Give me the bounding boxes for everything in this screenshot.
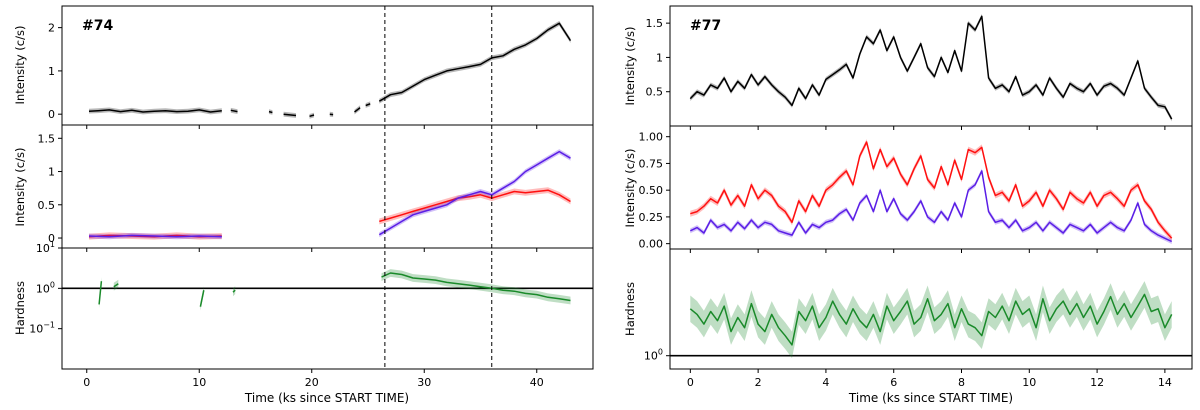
ytick-label-77-1-4: 1.00 xyxy=(639,131,664,144)
xtick-label-77-2: 4 xyxy=(822,376,829,389)
xtick-label-77-6: 12 xyxy=(1090,376,1104,389)
series-74-0-total-1 xyxy=(230,109,238,113)
chart-77: #77 Time (ks since START TIME) Intensity… xyxy=(623,5,1193,405)
source-label-74: #74 xyxy=(82,18,113,34)
xtick-label-74-2: 20 xyxy=(305,376,319,389)
series-74-0-total-7 xyxy=(365,103,371,107)
ytick-label-74-1-3: 1.5 xyxy=(38,132,56,145)
chart-74: #74 Time (ks since START TIME) Intensity… xyxy=(13,5,594,405)
xtick-label-74-4: 40 xyxy=(530,376,544,389)
ytick-label-74-0-0: 0 xyxy=(48,108,55,121)
series-74-0-total-0 xyxy=(88,109,222,113)
xtick-label-74-1: 10 xyxy=(192,376,206,389)
series-74-0-total-3 xyxy=(283,113,297,117)
xtick-label-77-5: 10 xyxy=(1022,376,1036,389)
band-74-0-0-8 xyxy=(379,20,571,104)
ytick-label-77-0-1: 1 xyxy=(656,51,663,64)
ytick-label-77-1-1: 0.25 xyxy=(639,211,664,224)
y-axis-label-74-intensity: Intensity (c/s) xyxy=(13,26,27,105)
panel-74-hardness-frame xyxy=(61,247,594,370)
y-axis-label-74-bands: Intensity (c/s) xyxy=(13,148,27,227)
series-74-0-total-6 xyxy=(354,107,361,113)
series-77-2-hardness-0 xyxy=(689,293,1173,346)
ytick-label-77-0-0: 0.5 xyxy=(646,86,664,99)
xtick-label-77-4: 8 xyxy=(958,376,965,389)
series-77-0-total-0 xyxy=(689,15,1173,120)
ytick-label-74-0-1: 1 xyxy=(48,65,55,78)
xtick-label-77-7: 14 xyxy=(1158,376,1172,389)
ytick-label-74-1-2: 1 xyxy=(48,166,55,179)
ytick-label-74-1-0: 0 xyxy=(48,232,55,245)
xtick-label-77-0: 0 xyxy=(687,376,694,389)
series-77-1-soft-0 xyxy=(690,141,1173,239)
series-74-1-hard-0 xyxy=(88,234,222,238)
series-74-2-hardness-3 xyxy=(232,289,236,293)
band-77-1-1-0 xyxy=(690,168,1172,244)
ytick-label-77-1-2: 0.50 xyxy=(639,184,664,197)
series-74-2-hardness-2 xyxy=(199,290,205,307)
series-74-0-total-4 xyxy=(309,114,315,118)
series-74-1-soft-1 xyxy=(379,189,571,223)
series-74-0-total-8 xyxy=(378,22,572,102)
x-axis-label-77: Time (ks since START TIME) xyxy=(848,391,1013,405)
series-74-2-hardness-0 xyxy=(98,281,103,305)
xtick-label-77-3: 6 xyxy=(890,376,897,389)
y-axis-label-74-hardness: Hardness xyxy=(13,281,27,335)
ytick-label-77-0-2: 1.5 xyxy=(646,17,664,30)
y-axis-label-77-intensity: Intensity (c/s) xyxy=(623,27,637,106)
series-74-2-hardness-4 xyxy=(381,272,571,302)
x-axis-label-74: Time (ks since START TIME) xyxy=(244,391,409,405)
series-74-2-hardness-1 xyxy=(113,283,119,288)
band-77-2-0-0 xyxy=(690,281,1172,359)
series-77-1-hard-0 xyxy=(689,170,1173,243)
ytick-label-77-1-3: 0.75 xyxy=(639,157,664,170)
xtick-label-74-3: 30 xyxy=(417,376,431,389)
source-label-77: #77 xyxy=(690,18,721,34)
series-74-1-hard-1 xyxy=(378,150,571,236)
ytick-label-74-0-2: 2 xyxy=(48,22,55,35)
y-axis-label-77-hardness: Hardness xyxy=(623,282,637,336)
series-74-0-total-2 xyxy=(268,110,273,114)
xtick-label-74-0: 0 xyxy=(83,376,90,389)
ytick-label-77-1-0: 0.00 xyxy=(639,238,664,251)
panel-77-hardness-frame xyxy=(669,248,1193,370)
ytick-label-74-1-1: 0.5 xyxy=(38,199,56,212)
xtick-label-77-1: 2 xyxy=(755,376,762,389)
y-axis-label-77-bands: Intensity (c/s) xyxy=(623,149,637,228)
